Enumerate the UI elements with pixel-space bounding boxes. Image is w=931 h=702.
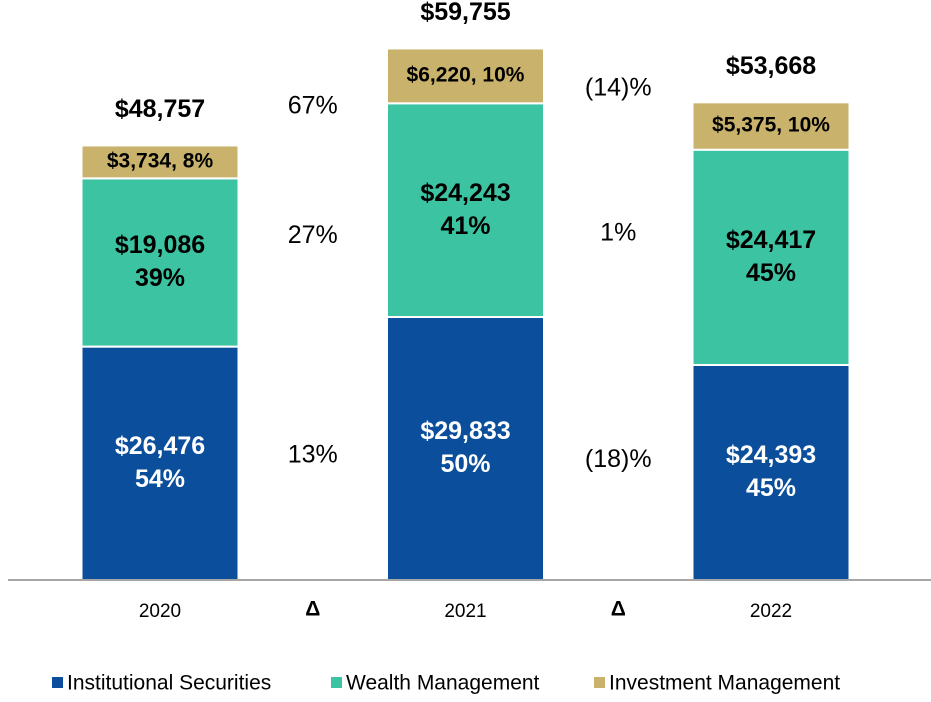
share-label: 45% — [746, 259, 796, 287]
total-label: $53,668 — [726, 52, 816, 80]
bar-segment — [386, 316, 545, 581]
x-tick-label: 2021 — [444, 601, 486, 622]
legend-label: Investment Management — [609, 672, 840, 695]
value-label: $19,086 — [115, 231, 205, 259]
value-label: $24,417 — [726, 226, 816, 254]
x-tick-label: 2020 — [139, 601, 181, 622]
total-label: $48,757 — [115, 95, 205, 123]
share-label: 41% — [440, 212, 490, 240]
share-label: 54% — [135, 465, 185, 493]
value-label: $3,734, 8% — [107, 149, 214, 172]
legend-label: Institutional Securities — [67, 672, 271, 695]
delta-label: Δ — [305, 598, 320, 621]
change-label: 67% — [288, 91, 338, 119]
bar-segment — [80, 345, 240, 581]
share-label: 45% — [746, 474, 796, 502]
x-tick-label: 2022 — [750, 601, 792, 622]
change-label: (18)% — [585, 445, 652, 473]
bar-segment — [80, 177, 240, 348]
delta-label: Δ — [611, 598, 626, 621]
bar-segment — [80, 144, 240, 180]
change-label: 13% — [288, 441, 338, 469]
value-label: $26,476 — [115, 432, 205, 460]
legend-swatch — [594, 677, 605, 688]
share-label: 50% — [440, 450, 490, 478]
legend-swatch — [331, 677, 342, 688]
bar-segment — [691, 148, 851, 366]
bar-segment — [691, 363, 851, 581]
value-label: $29,833 — [420, 417, 510, 445]
value-label: $24,393 — [726, 441, 816, 469]
change-label: 1% — [600, 218, 636, 246]
value-label: $6,220, 10% — [407, 63, 525, 86]
value-label: $24,243 — [420, 179, 510, 207]
share-label: 39% — [135, 264, 185, 292]
bar-segment — [386, 102, 545, 319]
legend-swatch — [52, 677, 63, 688]
bar-segment — [386, 47, 545, 105]
bar-segment — [691, 101, 851, 151]
change-label: (14)% — [585, 74, 652, 102]
total-label: $59,755 — [420, 0, 510, 26]
value-label: $5,375, 10% — [712, 114, 830, 137]
change-label: 27% — [288, 221, 338, 249]
legend-label: Wealth Management — [346, 672, 540, 695]
